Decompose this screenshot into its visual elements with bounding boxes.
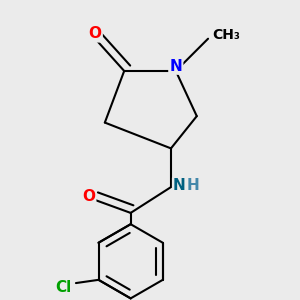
- Text: N: N: [173, 178, 185, 193]
- Text: Cl: Cl: [55, 280, 71, 296]
- Text: N: N: [169, 58, 182, 74]
- Text: O: O: [89, 26, 102, 41]
- Text: O: O: [82, 189, 95, 204]
- Text: CH₃: CH₃: [212, 28, 240, 43]
- Text: H: H: [187, 178, 199, 193]
